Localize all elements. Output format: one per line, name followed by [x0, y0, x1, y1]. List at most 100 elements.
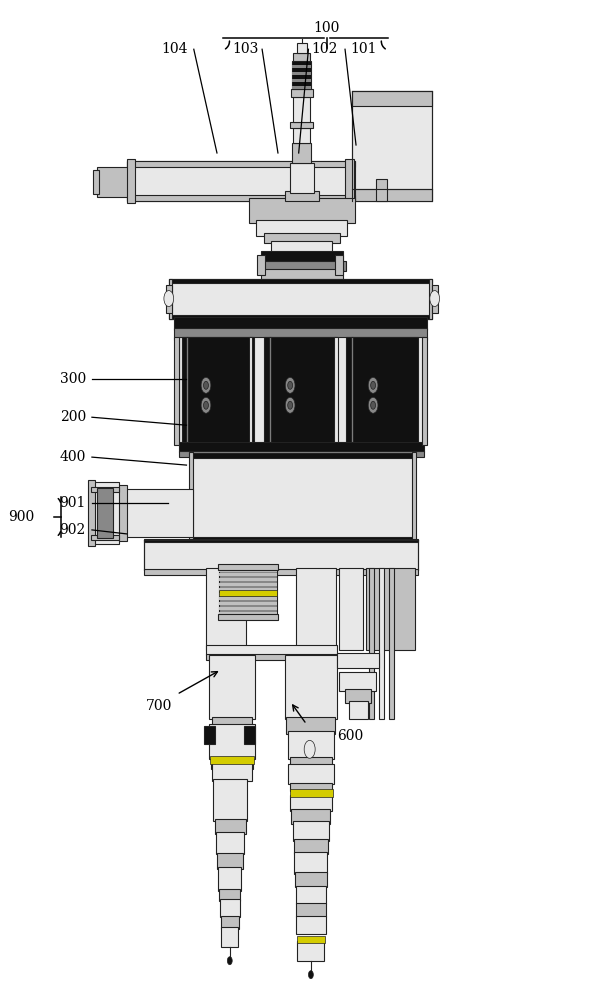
Bar — [211, 757, 253, 769]
Text: 102: 102 — [312, 42, 338, 56]
Bar — [127, 195, 355, 201]
Bar — [292, 72, 312, 75]
Bar — [166, 285, 172, 313]
Text: 400: 400 — [60, 450, 86, 464]
Bar — [351, 337, 353, 442]
Bar — [288, 764, 334, 784]
Bar — [221, 916, 239, 929]
Bar — [210, 756, 254, 764]
Bar — [352, 91, 432, 201]
Bar — [257, 255, 264, 275]
Bar — [285, 191, 319, 201]
Bar — [339, 568, 363, 650]
Bar — [264, 337, 336, 442]
Bar — [182, 337, 254, 442]
Bar — [258, 261, 346, 271]
Bar — [290, 163, 314, 193]
Bar — [286, 717, 335, 734]
Circle shape — [309, 971, 314, 979]
Circle shape — [285, 397, 295, 413]
Text: 104: 104 — [161, 42, 188, 56]
Bar — [291, 809, 330, 824]
Bar — [220, 899, 240, 917]
Bar — [376, 179, 386, 201]
Bar — [191, 537, 413, 542]
Bar — [91, 487, 120, 492]
Bar — [191, 453, 413, 458]
Bar — [169, 279, 172, 319]
Text: 103: 103 — [233, 42, 259, 56]
Bar — [209, 724, 255, 759]
Bar — [296, 568, 336, 650]
Bar — [245, 726, 256, 744]
Bar — [298, 941, 324, 961]
Bar — [296, 903, 325, 917]
Bar — [144, 569, 418, 575]
Bar — [219, 590, 277, 596]
Bar — [293, 821, 329, 841]
Bar — [127, 161, 355, 201]
Bar — [346, 337, 418, 442]
Bar — [174, 328, 428, 340]
Bar — [335, 255, 342, 275]
Text: 901: 901 — [60, 496, 86, 510]
Bar — [93, 170, 99, 194]
Bar — [127, 161, 355, 167]
Bar — [213, 779, 247, 821]
Bar — [144, 540, 418, 570]
Bar — [293, 97, 310, 122]
Bar — [169, 315, 432, 319]
Bar — [206, 568, 246, 650]
Bar — [294, 852, 327, 874]
Text: 101: 101 — [350, 42, 376, 56]
Text: 600: 600 — [337, 729, 363, 743]
Circle shape — [227, 957, 232, 965]
Bar — [206, 645, 337, 655]
Bar — [292, 61, 312, 89]
Circle shape — [368, 377, 378, 393]
Bar — [292, 65, 312, 68]
Bar — [219, 602, 277, 605]
Bar — [212, 763, 252, 781]
Bar — [345, 159, 354, 203]
Bar — [290, 783, 331, 791]
Bar — [292, 86, 312, 89]
Text: 300: 300 — [60, 372, 86, 386]
Bar — [337, 653, 379, 668]
Bar — [118, 485, 128, 541]
Bar — [297, 43, 307, 53]
Bar — [389, 568, 394, 719]
Bar — [432, 285, 438, 313]
Bar — [293, 53, 310, 61]
Bar — [293, 128, 310, 143]
Bar — [174, 337, 179, 445]
Circle shape — [304, 740, 315, 758]
Bar — [212, 717, 252, 727]
Circle shape — [288, 401, 293, 409]
Bar — [219, 889, 240, 901]
Circle shape — [430, 291, 440, 307]
Bar — [297, 936, 325, 943]
Bar — [269, 337, 270, 442]
Bar — [179, 451, 424, 457]
Bar — [292, 79, 312, 82]
Bar — [422, 337, 427, 445]
Bar — [206, 654, 337, 660]
Bar — [290, 757, 331, 767]
Circle shape — [371, 381, 376, 389]
Circle shape — [288, 381, 293, 389]
Bar — [179, 442, 424, 452]
Bar — [219, 612, 277, 615]
Circle shape — [285, 377, 295, 393]
Bar — [127, 159, 136, 203]
Bar — [216, 832, 244, 854]
Text: 700: 700 — [146, 699, 172, 713]
Bar — [219, 607, 277, 610]
Circle shape — [368, 397, 378, 413]
Text: 900: 900 — [8, 510, 34, 524]
Circle shape — [201, 397, 211, 413]
Bar — [429, 279, 432, 319]
Bar — [370, 568, 375, 719]
Bar — [179, 337, 424, 445]
Bar — [87, 480, 95, 546]
